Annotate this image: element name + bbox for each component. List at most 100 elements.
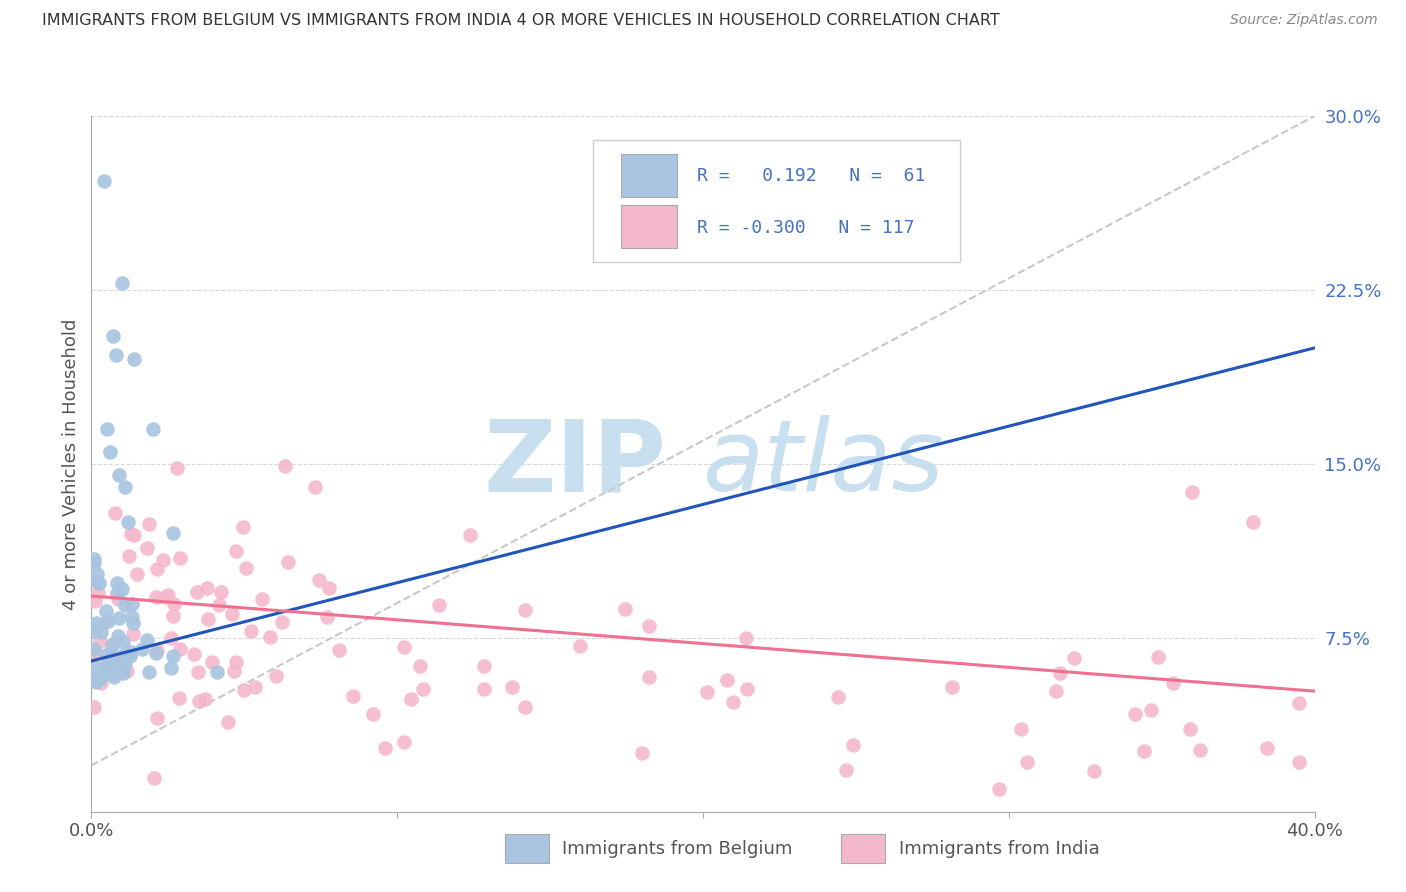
Point xyxy=(235,561,257,575)
Point xyxy=(342,689,364,703)
Point xyxy=(83,556,105,570)
Point xyxy=(183,647,205,661)
Point xyxy=(94,648,117,662)
Point xyxy=(93,616,115,631)
Point xyxy=(83,668,105,682)
Point xyxy=(1178,723,1201,737)
Point xyxy=(245,680,267,694)
Point xyxy=(127,566,149,581)
Point xyxy=(186,584,208,599)
Point xyxy=(108,468,131,483)
Point xyxy=(1288,697,1310,711)
Point xyxy=(103,670,125,684)
Point xyxy=(472,659,495,673)
Point xyxy=(1243,515,1265,529)
Point xyxy=(101,638,124,652)
Point xyxy=(735,631,758,645)
Point xyxy=(160,661,183,675)
Point xyxy=(86,567,108,582)
Point xyxy=(145,590,167,604)
Y-axis label: 4 or more Vehicles in Household: 4 or more Vehicles in Household xyxy=(62,318,80,609)
Point xyxy=(135,633,157,648)
Text: IMMIGRANTS FROM BELGIUM VS IMMIGRANTS FROM INDIA 4 OR MORE VEHICLES IN HOUSEHOLD: IMMIGRANTS FROM BELGIUM VS IMMIGRANTS FR… xyxy=(42,13,1000,29)
Point xyxy=(84,574,107,589)
Point xyxy=(118,549,141,563)
Point xyxy=(735,682,758,697)
Point xyxy=(117,515,139,529)
Text: Source: ZipAtlas.com: Source: ZipAtlas.com xyxy=(1230,13,1378,28)
FancyBboxPatch shape xyxy=(841,834,886,863)
Point xyxy=(205,665,228,680)
Point xyxy=(118,648,141,663)
Point xyxy=(266,669,288,683)
Point xyxy=(97,658,120,673)
Point xyxy=(122,528,145,542)
Point xyxy=(941,680,963,694)
Point xyxy=(146,643,169,657)
Point xyxy=(472,681,495,696)
Point xyxy=(90,669,112,683)
Point xyxy=(513,603,536,617)
Point xyxy=(122,352,145,367)
Point xyxy=(408,659,430,673)
Point xyxy=(188,694,211,708)
Point xyxy=(86,673,108,687)
Point xyxy=(96,422,118,436)
Point xyxy=(169,551,191,566)
Point xyxy=(98,445,121,459)
Point xyxy=(96,660,118,674)
Point xyxy=(1010,722,1032,736)
Point xyxy=(103,650,125,665)
Point xyxy=(111,635,134,649)
Point xyxy=(169,642,191,657)
Point xyxy=(152,553,174,567)
Point xyxy=(107,629,129,643)
Point xyxy=(141,422,163,436)
Point xyxy=(1045,683,1067,698)
Point xyxy=(114,657,136,671)
Point xyxy=(83,700,105,714)
FancyBboxPatch shape xyxy=(621,205,678,248)
Point xyxy=(1063,651,1085,665)
Point xyxy=(83,659,105,673)
Point xyxy=(569,639,592,653)
Point xyxy=(194,691,217,706)
Point xyxy=(1146,650,1168,665)
Point xyxy=(111,276,134,290)
Point xyxy=(145,646,167,660)
Point xyxy=(169,691,191,706)
Point xyxy=(114,480,136,494)
Point xyxy=(163,597,186,611)
Point xyxy=(501,680,523,694)
Point xyxy=(250,592,273,607)
Point xyxy=(90,675,112,690)
Point xyxy=(240,624,263,639)
Point xyxy=(103,666,125,681)
Point xyxy=(232,520,254,534)
Point xyxy=(162,526,184,541)
Point xyxy=(122,627,145,641)
Point xyxy=(108,611,131,625)
Point xyxy=(87,576,110,591)
Point xyxy=(195,581,218,595)
Point xyxy=(96,604,118,618)
Point xyxy=(166,461,188,475)
Point xyxy=(233,682,256,697)
Point xyxy=(107,652,129,666)
Point xyxy=(427,598,450,612)
Point xyxy=(304,480,326,494)
Point xyxy=(259,630,281,644)
Point xyxy=(1139,703,1161,717)
Point xyxy=(187,665,209,680)
Point xyxy=(98,648,121,663)
Point xyxy=(225,655,247,669)
Point xyxy=(101,329,124,343)
Point xyxy=(515,699,537,714)
Point xyxy=(89,672,111,686)
Point xyxy=(83,642,105,657)
Point xyxy=(638,670,661,684)
Point xyxy=(155,591,177,605)
Point xyxy=(224,664,246,678)
Point xyxy=(716,673,738,687)
Point xyxy=(138,516,160,531)
